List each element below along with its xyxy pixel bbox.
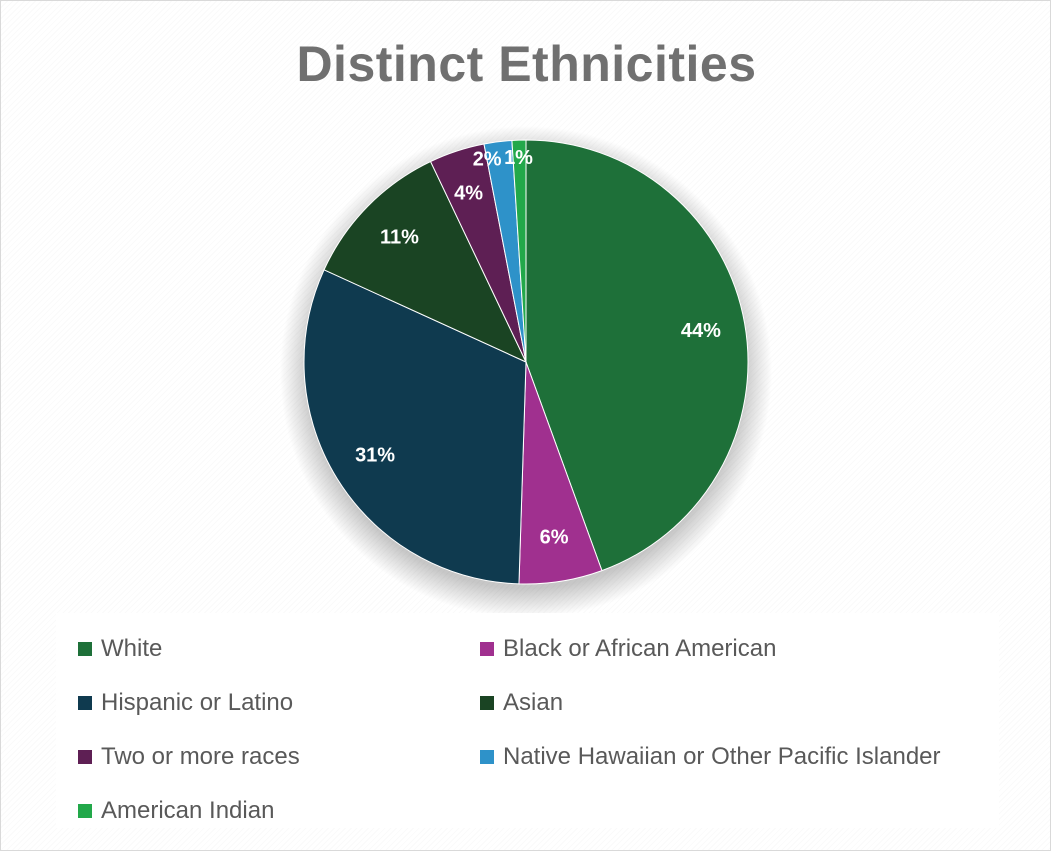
data-label-american-indian: 1% xyxy=(504,147,533,169)
legend-swatch-black-or-african-american xyxy=(480,642,494,656)
data-label-black-or-african-american: 6% xyxy=(540,526,569,548)
legend-item-two-or-more-races: Two or more races xyxy=(78,742,300,772)
pie-slices xyxy=(303,139,749,585)
legend-label-two-or-more-races: Two or more races xyxy=(101,743,300,770)
data-label-native-hawaiian-or-other-pacific-islander: 2% xyxy=(473,148,502,170)
legend-item-white: White xyxy=(78,634,162,664)
legend-swatch-white xyxy=(78,642,92,656)
legend-swatch-asian xyxy=(480,696,494,710)
pie-slice-american-indian xyxy=(511,139,527,363)
legend-item-american-indian: American Indian xyxy=(78,796,274,826)
legend-swatch-hispanic-or-latino xyxy=(78,696,92,710)
data-label-white: 44% xyxy=(681,320,721,342)
legend-label-native-hawaiian-or-other-pacific-islander: Native Hawaiian or Other Pacific Islande… xyxy=(503,743,941,770)
legend-label-american-indian: American Indian xyxy=(101,797,275,824)
legend-label-white: White xyxy=(101,635,163,662)
legend-swatch-native-hawaiian-or-other-pacific-islander xyxy=(480,750,494,764)
data-label-asian: 11% xyxy=(380,226,419,248)
pie-slice-asian xyxy=(323,160,528,364)
pie-slice-white xyxy=(525,139,749,572)
legend-label-hispanic-or-latino: Hispanic or Latino xyxy=(101,689,294,716)
legend: White Black or African American Hispanic… xyxy=(56,613,999,828)
legend-item-black-or-african-american: Black or African American xyxy=(480,634,776,664)
legend-label-black-or-african-american: Black or African American xyxy=(503,635,777,662)
legend-swatch-american-indian xyxy=(78,804,92,818)
data-label-two-or-more-races: 4% xyxy=(454,182,483,204)
data-label-hispanic-or-latino: 31% xyxy=(355,445,395,467)
chart-title: Distinct Ethnicities xyxy=(296,36,757,92)
legend-item-native-hawaiian-or-other-pacific-islander: Native Hawaiian or Other Pacific Islande… xyxy=(480,742,941,772)
legend-item-asian: Asian xyxy=(480,688,563,718)
legend-swatch-two-or-more-races xyxy=(78,750,92,764)
pie-slice-hispanic-or-latino xyxy=(303,269,527,585)
legend-item-hispanic-or-latino: Hispanic or Latino xyxy=(78,688,293,718)
pie-data-labels: 44% 6% 31% 11% 4% 2% 1% xyxy=(355,147,721,549)
legend-label-asian: Asian xyxy=(503,689,564,716)
